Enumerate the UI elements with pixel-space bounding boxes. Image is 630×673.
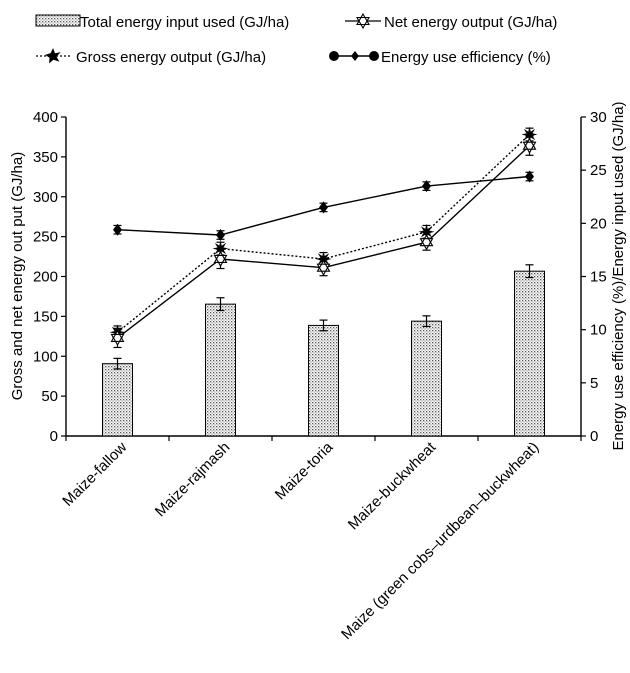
y-right-tick-label-2: 10 [590, 322, 607, 339]
series-net-output [110, 135, 537, 349]
legend-marker-gross-output [45, 47, 61, 64]
x-axis-category-labels: Maize-fallow Maize-rajmash Maize-toria Maiz… [59, 438, 542, 643]
y-left-tick-label-2: 100 [33, 348, 58, 365]
point-net-output-4 [522, 137, 537, 154]
point-efficiency-2 [319, 201, 328, 214]
point-gross-output-1 [212, 240, 229, 257]
y-axis-right-ticks: 0 5 10 15 20 25 30 [65, 109, 607, 445]
bar-error-4 [525, 264, 534, 279]
legend-marker-net-output [356, 12, 370, 30]
category-label-3: Maize-buckwheat [345, 438, 440, 533]
legend-label-efficiency: Energy use efficiency (%) [381, 49, 551, 66]
bar-total-input-3 [411, 320, 442, 437]
series-gross-output [109, 126, 538, 341]
y-right-tick-label-1: 5 [590, 375, 598, 392]
y-right-tick-label-4: 20 [590, 215, 607, 232]
series-line-net-output [117, 145, 530, 339]
legend-marker-efficiency-3 [369, 51, 379, 61]
point-efficiency-3 [422, 180, 431, 193]
bars-total-input [102, 264, 545, 437]
point-net-output-2 [316, 259, 331, 276]
point-efficiency-0 [113, 223, 122, 236]
y-left-tick-label-6: 300 [33, 189, 58, 206]
point-efficiency-4 [525, 170, 534, 183]
y-right-tick-label-5: 25 [590, 162, 607, 179]
bar-total-input-4 [514, 270, 545, 437]
y-left-tick-label-7: 350 [33, 149, 58, 166]
series-efficiency [113, 170, 534, 242]
category-label-4: Maize (green cobs–urdbean–buckwheat) [338, 439, 542, 643]
y-axis-right-title: Energy use efficiency (%)/Energy input u… [610, 101, 627, 450]
y-left-tick-label-1: 50 [41, 388, 58, 405]
y-left-tick-label-5: 250 [33, 229, 58, 246]
category-label-0: Maize-fallow [59, 439, 130, 510]
point-net-output-1 [213, 250, 228, 268]
y-right-tick-label-0: 0 [590, 428, 598, 445]
y-right-tick-label-3: 15 [590, 269, 607, 286]
legend: Total energy input used (GJ/ha) Net ener… [35, 12, 557, 66]
point-efficiency-1 [216, 229, 225, 242]
category-label-2: Maize-toria [272, 438, 337, 503]
category-label-1: Maize-rajmash [152, 439, 234, 521]
legend-label-total-input: Total energy input used (GJ/ha) [80, 14, 289, 31]
y-axis-left-title: Gross and net energy out put (GJ/ha) [9, 152, 26, 400]
legend-marker-efficiency-1 [329, 51, 339, 61]
bar-total-input-0 [102, 363, 133, 437]
legend-marker-efficiency-2 [351, 51, 359, 61]
y-left-tick-label-8: 400 [33, 109, 58, 126]
legend-swatch-total-input [35, 14, 81, 27]
point-gross-output-3 [418, 223, 435, 240]
bar-error-0 [113, 357, 122, 370]
y-axis-left-ticks: 0 50 100 150 200 250 300 350 400 [33, 109, 66, 445]
y-left-tick-label-0: 0 [50, 428, 58, 445]
line-series [109, 126, 538, 349]
legend-label-gross-output: Gross energy output (GJ/ha) [76, 49, 266, 66]
point-net-output-0 [110, 329, 125, 347]
point-gross-output-2 [315, 251, 332, 267]
bar-error-1 [216, 297, 225, 312]
legend-label-net-output: Net energy output (GJ/ha) [384, 14, 557, 31]
bar-error-2 [319, 319, 328, 332]
y-right-tick-label-6: 30 [590, 109, 607, 126]
bar-total-input-1 [205, 303, 236, 437]
point-net-output-3 [419, 234, 434, 251]
bar-total-input-2 [308, 324, 339, 437]
y-left-tick-label-4: 200 [33, 269, 58, 286]
point-gross-output-4 [521, 126, 538, 143]
bar-error-3 [422, 315, 431, 328]
y-left-tick-label-3: 150 [33, 308, 58, 325]
